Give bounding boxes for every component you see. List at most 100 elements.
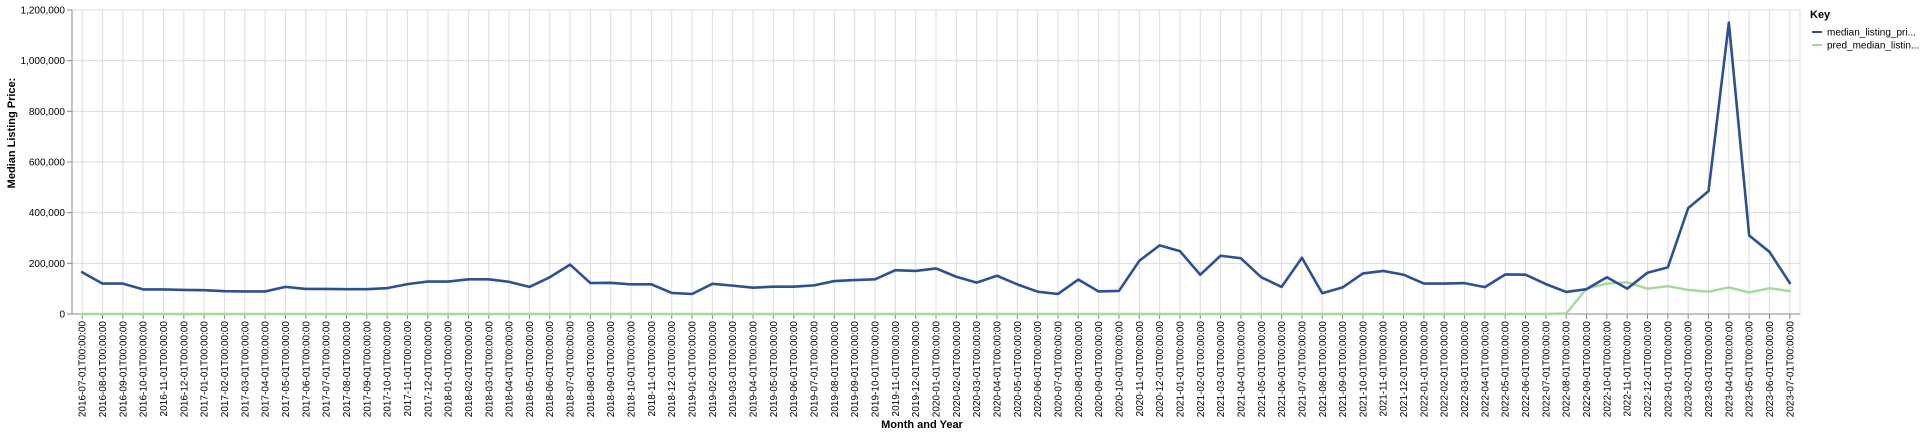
x-tick-label: 2017-05-01T00:00:00 [281, 321, 292, 418]
x-tick-label: 2017-12-01T00:00:00 [423, 321, 434, 418]
x-tick-label: 2017-06-01T00:00:00 [301, 321, 312, 418]
x-tick-label: 2016-07-01T00:00:00 [78, 321, 89, 418]
x-tick-label: 2018-11-01T00:00:00 [647, 321, 658, 417]
x-tick-label: 2018-05-01T00:00:00 [525, 321, 536, 418]
x-tick-label: 2022-05-01T00:00:00 [1501, 321, 1512, 418]
x-tick-label: 2018-01-01T00:00:00 [444, 321, 455, 418]
x-tick-label: 2022-10-01T00:00:00 [1602, 321, 1613, 418]
x-axis-title: Month and Year [881, 419, 963, 431]
x-tick-label: 2020-04-01T00:00:00 [992, 321, 1003, 418]
x-tick-label: 2017-02-01T00:00:00 [220, 321, 231, 418]
x-tick-label: 2021-10-01T00:00:00 [1358, 321, 1369, 418]
legend: Key median_listing_pri... pred_median_lis… [1810, 9, 1919, 52]
x-tick-label: 2019-01-01T00:00:00 [688, 321, 699, 418]
x-tick-label: 2019-06-01T00:00:00 [789, 321, 800, 418]
x-tick-label: 2021-05-01T00:00:00 [1257, 321, 1268, 418]
x-tick-label: 2022-08-01T00:00:00 [1562, 321, 1573, 418]
x-tick-label: 2020-10-01T00:00:00 [1114, 321, 1125, 418]
legend-label-1: median_listing_pri... [1827, 28, 1916, 39]
x-tick-label: 2021-11-01T00:00:00 [1379, 321, 1390, 417]
series-lines [80, 21, 1792, 316]
x-tick-label: 2021-03-01T00:00:00 [1216, 321, 1227, 418]
x-tick-label: 2019-08-01T00:00:00 [830, 321, 841, 418]
x-tick-label: 2017-10-01T00:00:00 [383, 321, 394, 418]
x-tick-label: 2018-07-01T00:00:00 [566, 321, 577, 418]
x-tick-label: 2020-12-01T00:00:00 [1155, 321, 1166, 418]
x-tick-label: 2023-07-01T00:00:00 [1785, 321, 1796, 418]
x-tick-label: 2019-11-01T00:00:00 [891, 321, 902, 417]
x-tick-label: 2017-01-01T00:00:00 [200, 321, 211, 418]
x-tick-label: 2016-09-01T00:00:00 [118, 321, 129, 418]
x-tick-label: 2020-08-01T00:00:00 [1074, 321, 1085, 418]
x-tick-label: 2021-08-01T00:00:00 [1318, 321, 1329, 418]
x-axis: 2016-07-01T00:00:00 2016-08-01T00:00:00 20… [72, 313, 1800, 418]
x-tick-label: 2016-11-01T00:00:00 [159, 321, 170, 417]
grid-lines [72, 9, 1801, 315]
y-axis-title: Median Listing Price: [6, 78, 18, 189]
legend-label-2: pred_median_listin... [1827, 41, 1919, 52]
x-tick-label: 2019-02-01T00:00:00 [708, 321, 719, 418]
x-tick-label: 2017-04-01T00:00:00 [261, 321, 272, 418]
x-tick-label: 2017-03-01T00:00:00 [240, 321, 251, 418]
series-line-2 [80, 281, 1792, 316]
x-tick-label: 2017-08-01T00:00:00 [342, 321, 353, 418]
x-tick-label: 2020-02-01T00:00:00 [952, 321, 963, 418]
y-tick-label: 200,000 [29, 259, 66, 270]
y-tick-label: 0 [59, 310, 65, 321]
x-tick-label: 2018-08-01T00:00:00 [586, 321, 597, 418]
x-tick-label: 2022-01-01T00:00:00 [1419, 321, 1430, 418]
x-tick-label: 2020-01-01T00:00:00 [932, 321, 943, 418]
x-tick-label: 2021-09-01T00:00:00 [1338, 321, 1349, 418]
y-axis: 0 200,000 400,000 600,000 800,000 1,000,000 1,… [21, 6, 73, 321]
x-tick-label: 2019-05-01T00:00:00 [769, 321, 780, 418]
x-tick-label: 2022-06-01T00:00:00 [1521, 321, 1532, 418]
y-tick-label: 1,000,000 [21, 56, 66, 67]
x-tick-label: 2023-03-01T00:00:00 [1704, 321, 1715, 418]
x-tick-label: 2022-07-01T00:00:00 [1541, 321, 1552, 418]
x-tick-label: 2016-12-01T00:00:00 [179, 321, 190, 418]
x-tick-label: 2018-06-01T00:00:00 [545, 321, 556, 418]
x-tick-label: 2019-03-01T00:00:00 [728, 321, 739, 418]
x-tick-label: 2022-12-01T00:00:00 [1643, 321, 1654, 418]
x-tick-label: 2017-09-01T00:00:00 [362, 321, 373, 418]
x-tick-label: 2023-01-01T00:00:00 [1663, 321, 1674, 418]
legend-title: Key [1810, 9, 1831, 21]
x-tick-label: 2017-07-01T00:00:00 [322, 321, 333, 418]
x-tick-label: 2019-12-01T00:00:00 [911, 321, 922, 418]
x-tick-label: 2022-11-01T00:00:00 [1623, 321, 1634, 417]
x-tick-label: 2021-01-01T00:00:00 [1175, 321, 1186, 418]
x-tick-label: 2021-06-01T00:00:00 [1277, 321, 1288, 418]
x-tick-label: 2019-09-01T00:00:00 [850, 321, 861, 418]
x-tick-label: 2017-11-01T00:00:00 [403, 321, 414, 417]
x-tick-label: 2021-02-01T00:00:00 [1196, 321, 1207, 418]
x-tick-label: 2023-02-01T00:00:00 [1684, 321, 1695, 418]
x-tick-label: 2016-10-01T00:00:00 [139, 321, 150, 418]
series-line-1 [80, 21, 1792, 296]
x-tick-label: 2019-04-01T00:00:00 [749, 321, 760, 418]
x-tick-label: 2023-06-01T00:00:00 [1765, 321, 1776, 418]
x-tick-label: 2018-03-01T00:00:00 [484, 321, 495, 418]
x-tick-label: 2018-10-01T00:00:00 [627, 321, 638, 418]
x-tick-label: 2020-07-01T00:00:00 [1053, 321, 1064, 418]
y-tick-label: 800,000 [29, 107, 66, 118]
x-tick-label: 2019-10-01T00:00:00 [871, 321, 882, 418]
x-tick-label: 2022-02-01T00:00:00 [1440, 321, 1451, 418]
x-tick-label: 2022-09-01T00:00:00 [1582, 321, 1593, 418]
x-tick-label: 2020-03-01T00:00:00 [972, 321, 983, 418]
x-tick-label: 2022-04-01T00:00:00 [1480, 321, 1491, 418]
x-tick-label: 2022-03-01T00:00:00 [1460, 321, 1471, 418]
x-tick-label: 2021-12-01T00:00:00 [1399, 321, 1410, 418]
x-tick-label: 2020-11-01T00:00:00 [1135, 321, 1146, 417]
x-tick-label: 2020-09-01T00:00:00 [1094, 321, 1105, 418]
y-tick-label: 600,000 [29, 158, 66, 169]
x-tick-label: 2021-07-01T00:00:00 [1297, 321, 1308, 418]
x-tick-label: 2020-06-01T00:00:00 [1033, 321, 1044, 418]
x-tick-label: 2018-09-01T00:00:00 [606, 321, 617, 418]
x-tick-label: 2018-04-01T00:00:00 [505, 321, 516, 418]
x-tick-label: 2023-04-01T00:00:00 [1724, 321, 1735, 418]
x-tick-label: 2020-05-01T00:00:00 [1013, 321, 1024, 418]
x-tick-label: 2023-05-01T00:00:00 [1745, 321, 1756, 418]
x-tick-label: 2018-12-01T00:00:00 [667, 321, 678, 418]
y-tick-label: 400,000 [29, 208, 66, 219]
